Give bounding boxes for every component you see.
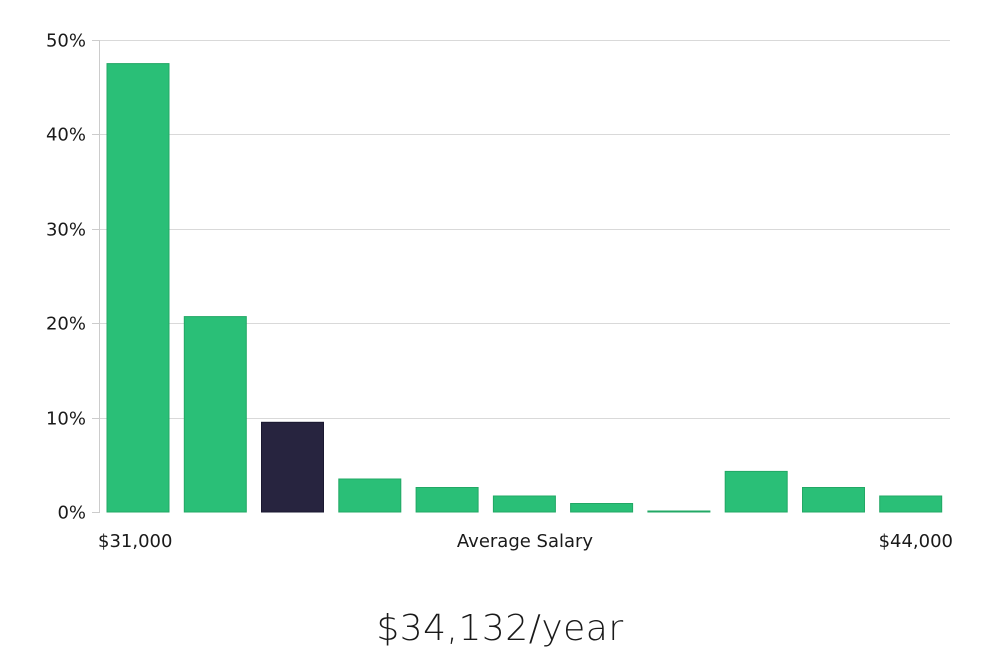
y-tick-label: 30% xyxy=(46,220,86,241)
x-axis-title: Average Salary xyxy=(457,531,594,552)
y-tick-label: 10% xyxy=(46,409,86,430)
salary-distribution-chart: 0% 10% 20% 30% 40% 50% $31,000 Average Salary… xyxy=(46,31,953,553)
bar xyxy=(338,478,402,513)
y-tick-label: 20% xyxy=(46,314,86,335)
x-axis-max-label: $44,000 xyxy=(879,531,953,552)
bar xyxy=(647,510,711,513)
y-tick-label: 0% xyxy=(57,503,86,524)
bar xyxy=(415,487,479,513)
bars xyxy=(106,63,943,513)
bar-highlighted xyxy=(261,421,324,513)
x-axis-min-label: $31,000 xyxy=(98,531,172,552)
bar xyxy=(570,503,634,513)
average-salary-caption: $34,132/year xyxy=(376,608,624,649)
bar xyxy=(106,63,170,513)
y-axis-ticks: 0% 10% 20% 30% 40% 50% xyxy=(46,31,100,524)
y-tick-label: 40% xyxy=(46,125,86,146)
bar xyxy=(879,495,943,513)
bar xyxy=(183,316,247,513)
bar xyxy=(492,495,556,513)
bar xyxy=(724,470,788,513)
bar xyxy=(802,487,865,513)
y-tick-label: 50% xyxy=(46,31,86,52)
